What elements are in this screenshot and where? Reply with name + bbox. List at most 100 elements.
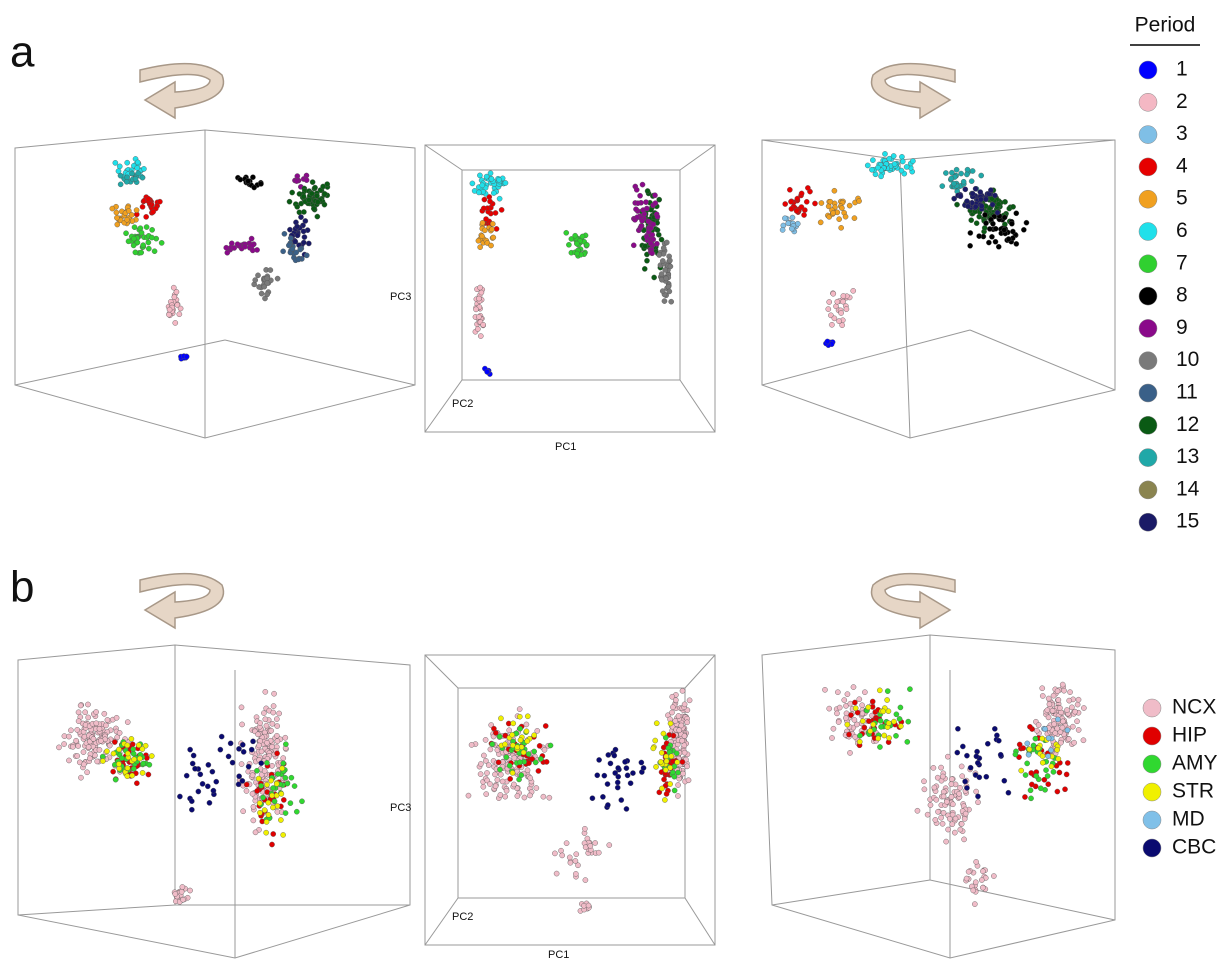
scatter-point: [303, 177, 310, 183]
scatter-point: [596, 757, 602, 763]
scatter-point: [910, 158, 916, 164]
scatter-point: [479, 220, 486, 226]
scatter-point: [206, 800, 213, 806]
scatter-point: [239, 741, 246, 748]
scatter-point: [962, 778, 968, 785]
scatter-point: [129, 772, 135, 779]
scatter-point: [274, 750, 280, 757]
scatter-point: [875, 735, 881, 742]
scatter-point: [938, 814, 944, 821]
scatter-point: [615, 765, 621, 771]
scatter-point: [303, 252, 310, 259]
scatter-point: [255, 775, 262, 782]
scatter-point: [1005, 236, 1012, 242]
scatter-point: [134, 780, 140, 786]
scatter-point: [255, 272, 261, 279]
legend-swatch: [1138, 254, 1158, 274]
scatter-point: [950, 801, 956, 808]
scatter-point: [983, 220, 989, 226]
scatter-point: [935, 808, 941, 815]
scatter-point: [197, 771, 204, 778]
legend-swatch: [1138, 60, 1158, 80]
scatter-point: [229, 759, 236, 766]
scatter-point: [973, 753, 980, 760]
scatter-point: [109, 205, 116, 212]
scatter-point: [958, 821, 965, 827]
scatter-point: [663, 753, 670, 760]
scatter-point: [199, 781, 206, 787]
scatter-point: [534, 728, 541, 734]
scatter-point: [644, 257, 650, 264]
scatter-point: [612, 770, 618, 776]
scatter-point: [261, 807, 268, 813]
scatter-point: [124, 773, 131, 779]
scatter-point: [940, 793, 947, 800]
scatter-point: [962, 810, 969, 817]
scatter-point: [921, 786, 928, 793]
scatter-point: [477, 172, 483, 179]
scatter-point: [992, 192, 998, 199]
scatter-point: [684, 719, 690, 726]
scatter-point: [861, 724, 868, 731]
scatter-point: [469, 180, 476, 187]
scatter-point: [585, 902, 592, 909]
scatter-point: [258, 771, 265, 778]
scatter-point: [511, 755, 518, 761]
scatter-point: [179, 884, 186, 890]
scatter-point: [667, 720, 674, 727]
scatter-point: [146, 761, 153, 768]
scatter-point: [1025, 751, 1032, 758]
scatter-point: [1065, 736, 1072, 742]
scatter-point: [975, 793, 981, 800]
scatter-point: [829, 321, 835, 328]
scatter-point: [798, 190, 805, 197]
scatter-point: [279, 765, 285, 772]
scatter-point: [650, 221, 657, 228]
scatter-point: [488, 242, 494, 249]
scatter-point: [140, 242, 146, 248]
axis-label: PC2: [452, 911, 473, 923]
scatter-point: [605, 802, 611, 808]
scatter-point: [657, 759, 664, 765]
scatter-point: [1059, 681, 1066, 688]
scatter-point: [487, 170, 494, 177]
scatter-point: [264, 760, 270, 766]
scatter-point: [484, 770, 490, 776]
scatter-point: [669, 693, 676, 700]
scatter-point: [142, 742, 149, 749]
scatter-point: [314, 192, 320, 199]
scatter-point: [280, 832, 286, 838]
scatter-point: [986, 239, 992, 246]
scatter-point: [679, 759, 686, 765]
scatter-point: [294, 232, 301, 239]
scatter-point: [995, 201, 1002, 208]
scatter-point: [274, 275, 281, 282]
scatter-point: [517, 725, 523, 732]
scatter-point: [975, 760, 981, 766]
scatter-point: [829, 735, 835, 741]
axis-label: PC3: [390, 802, 411, 814]
scatter-point: [149, 234, 155, 241]
scatter-point: [886, 735, 892, 741]
scatter-point: [899, 158, 906, 165]
scatter-point: [633, 206, 639, 213]
scatter-point: [138, 229, 145, 236]
scatter-point: [80, 749, 87, 755]
scatter-point: [605, 752, 612, 758]
scatter-point: [830, 290, 837, 297]
legend-label: NCX: [1172, 696, 1216, 719]
scatter-point: [111, 739, 118, 745]
scatter-point: [673, 750, 680, 757]
scatter-point: [967, 764, 974, 771]
scatter-point: [981, 225, 988, 231]
scatter-point: [1055, 697, 1062, 703]
scatter-point: [492, 771, 498, 778]
scatter-point: [227, 740, 234, 747]
scatter-point: [547, 742, 554, 749]
scatter-point: [594, 772, 601, 779]
scatter-point: [270, 785, 276, 791]
scatter-point: [483, 758, 489, 764]
scatter-point: [962, 186, 969, 193]
scatter-point: [664, 239, 670, 246]
scatter-point: [70, 744, 76, 750]
